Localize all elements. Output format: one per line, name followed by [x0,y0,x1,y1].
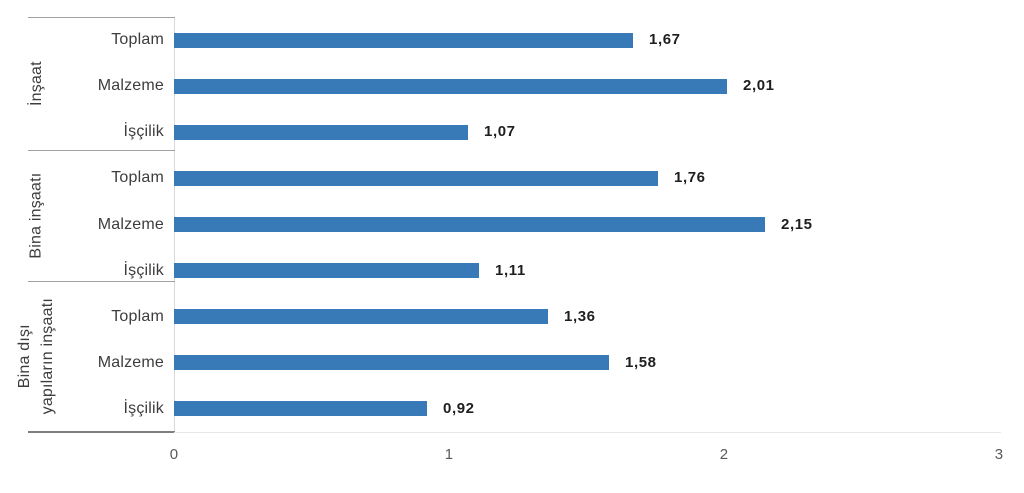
bar [174,355,609,370]
value-label: 1,11 [495,262,526,279]
value-label: 1,76 [674,169,706,186]
value-label: 2,15 [781,216,813,233]
bar [174,401,427,416]
category-label: Malzeme [97,77,164,94]
bar [174,263,479,278]
group-divider-line [28,150,175,151]
category-label: Toplam [111,308,164,325]
value-label: 1,36 [564,308,596,325]
x-tick-label: 0 [169,446,179,463]
value-label: 2,01 [743,77,775,94]
value-label: 1,07 [484,123,516,140]
category-label: İşçilik [123,400,164,417]
category-label: Malzeme [97,216,164,233]
x-tick-label: 3 [994,446,1004,463]
bar [174,171,658,186]
bar [174,309,548,324]
value-axis-line [174,432,1001,433]
value-label: 0,92 [443,400,475,417]
bar [174,217,765,232]
group-divider-line [28,281,175,282]
category-label: Toplam [111,31,164,48]
bar [174,79,727,94]
value-label: 1,58 [625,354,657,371]
category-axis-bottom-line [28,431,175,433]
bar [174,33,633,48]
value-label: 1,67 [649,31,681,48]
category-label: Malzeme [97,354,164,371]
category-label: İşçilik [123,123,164,140]
plot-top-border [28,17,175,18]
bar [174,125,468,140]
category-label: İşçilik [123,262,164,279]
x-tick-label: 2 [719,446,729,463]
x-tick-label: 1 [444,446,454,463]
category-label: Toplam [111,169,164,186]
